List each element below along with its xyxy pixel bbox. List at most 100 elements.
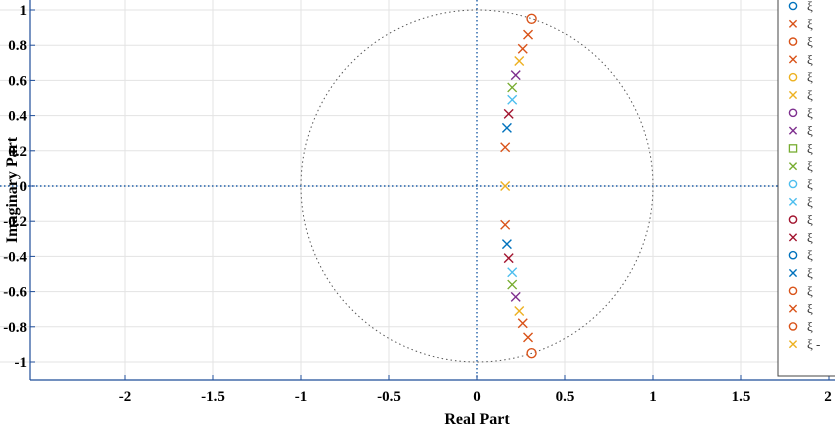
legend-marker-stroke-b [788,197,798,206]
legend-marker [788,108,798,118]
y-axis-label: Imaginary Part [4,136,21,243]
data-point-series-10-stroke-b [507,82,518,93]
grid-lines [0,0,835,380]
data-point-series-10-stroke-b [507,279,518,290]
data-point-series-2 [523,332,534,343]
y-tick-label: -0.8 [3,320,27,336]
legend-marker-stroke-b [788,162,798,171]
legend-marker-stroke-b [788,233,798,242]
data-point-series-14-stroke-b [503,108,514,119]
data-point-series-18-stroke-b [500,219,511,230]
legend-marker-stroke-b [788,340,798,349]
legend-entry-label: ξ [807,301,813,316]
x-tick-label: -0.5 [377,389,401,405]
data-point-series-14-stroke-b [503,253,514,264]
y-tick-label: 0 [20,179,28,195]
legend-entry-label: ξ [807,230,813,245]
y-tick-label: 0.2 [8,144,27,160]
data-point-series-8 [510,70,521,81]
legend-entry-label: ξ [807,194,813,209]
axes [29,0,835,381]
legend-marker [788,340,798,349]
legend-marker [788,322,798,331]
data-point-series-14 [503,253,514,264]
data-point-series-19 [526,348,537,359]
data-point-series-12 [507,94,518,105]
data-point-series-2 [523,29,534,40]
data-point-series-12-stroke-b [507,267,518,278]
legend-marker [788,162,798,171]
data-point-series-6-stroke-b [514,305,525,316]
data-point-series-19 [526,13,537,24]
x-tick-label: 1 [649,389,657,405]
y-tick-label: -0.2 [3,214,27,230]
legend-marker [788,268,798,278]
data-point-series-16 [501,239,512,250]
data-point-series-2-stroke-b [523,332,534,343]
data-point-series-12-stroke-b [507,94,518,105]
y-tick-label: 0.4 [8,109,27,125]
x-tick-label: 0 [473,389,481,405]
x-axis-label: Real Part [444,411,510,428]
data-point-series-6-stroke-b [514,56,525,67]
legend-entry-label: ξ [807,159,813,174]
legend-entry-label: ξ [807,319,813,334]
legend-marker-stroke-b [788,268,798,278]
legend-marker [788,55,798,64]
data-point-series-18-stroke-b [500,142,511,153]
legend-entry-label: ξ [807,70,813,85]
data-point-series-6 [514,305,525,316]
data-point-series-10 [507,82,518,93]
x-tick-label: -2 [119,389,132,405]
legend-marker [788,72,798,82]
legend-marker [788,37,798,46]
x-tick-label: 1.5 [732,389,751,405]
legend-box [777,0,835,377]
data-point-series-2-stroke-b [523,29,534,40]
legend-marker-stroke-b [788,55,798,64]
data-point-series-4-stroke-b [517,318,528,329]
tick-labels: -2 -1.5 -1 -0.5 0 0.5 1 1.5 2 1 0.8 0.6 0.4 0.2 0 -0.2 -… [3,3,832,405]
legend-marker-stroke-b [788,126,798,135]
data-points [500,13,537,359]
data-point-series-10 [507,279,518,290]
data-point-series-4-stroke-b [517,43,528,54]
legend-entry-label: ξ [807,177,813,192]
data-point-series-20-stroke-b [500,181,511,191]
data-point-series-16 [501,122,512,133]
legend-marker [788,304,798,313]
legend-marker [788,90,798,100]
data-point-series-4 [517,43,528,54]
x-tick-label: -1.5 [201,389,225,405]
legend-entry-label: ξ [807,34,813,49]
legend-entry-label: ξ [807,52,813,67]
legend-marker [788,126,798,135]
data-point-series-8-stroke-b [510,291,521,302]
data-point-series-18 [500,219,511,230]
legend-marker-stroke-b [788,304,798,313]
legend-marker-stroke-b [788,90,798,100]
legend-marker-stroke-b [788,19,798,28]
legend-marker [788,19,798,28]
legend-entry-label: ξ [807,248,813,263]
data-point-series-16-stroke-b [501,122,512,133]
legend-entry-label: ξ [807,123,813,138]
legend-marker [788,286,798,296]
y-tick-label: -1 [15,355,28,371]
legend-entry-label: ξ [807,105,813,120]
y-tick-label: -0.4 [3,249,27,265]
legend-entry-label: ξ - [807,337,820,352]
legend-marker [788,144,798,153]
data-point-series-12 [507,267,518,278]
data-point-series-16-stroke-b [501,239,512,250]
data-point-series-8-stroke-b [510,70,521,81]
legend-entry-label: ξ [807,212,813,227]
y-tick-label: 0.6 [8,73,27,89]
legend-marker [788,215,798,224]
data-point-series-6 [514,56,525,67]
legend-marker [788,179,798,189]
legend-marker [788,197,798,206]
y-tick-label: 1 [20,3,28,19]
legend-entry-label: ξ [807,88,813,103]
